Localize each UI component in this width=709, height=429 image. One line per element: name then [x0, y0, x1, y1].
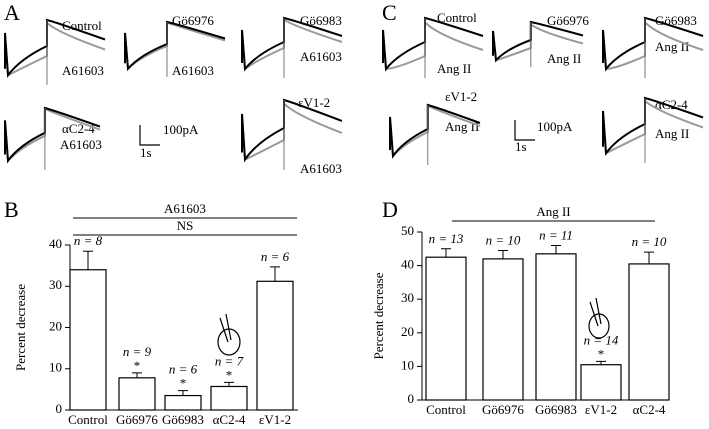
n-label: n = 10	[486, 232, 521, 247]
trace-agonist: Ang II	[655, 126, 689, 141]
trace-agonist: A61603	[60, 137, 102, 152]
current-trace	[124, 21, 226, 71]
significance: *	[134, 358, 141, 373]
scale-time: 1s	[140, 145, 152, 160]
bar	[164, 394, 202, 411]
bar	[628, 263, 670, 401]
bracket-label: NS	[177, 218, 194, 233]
x-tick-label: αC2-4	[633, 402, 666, 417]
y-tick-label: 0	[408, 391, 415, 406]
x-tick-label: Gö6983	[535, 402, 577, 417]
trace-drug: εV1-2	[298, 95, 330, 110]
error-bar	[498, 249, 508, 259]
bracket-label: A61603	[164, 201, 206, 216]
n-label: n = 6	[261, 249, 290, 264]
trace-drug: Gö6983	[300, 13, 342, 28]
error-bar	[441, 248, 451, 258]
x-tick-label: αC2-4	[213, 412, 246, 427]
y-tick-label: 30	[401, 290, 414, 305]
n-label: n = 13	[429, 231, 464, 246]
trace-drug: αC2-4	[655, 97, 688, 112]
y-tick-label: 40	[49, 236, 62, 251]
error-bar	[596, 360, 606, 365]
trace-drug: Control	[62, 18, 102, 33]
bar	[69, 269, 107, 411]
y-axis-label: Percent decrease	[13, 284, 28, 371]
error-bar	[644, 251, 654, 264]
significance: *	[180, 376, 187, 391]
bracket-label: Ang II	[536, 204, 570, 219]
n-label: n = 7	[215, 353, 244, 368]
y-tick-label: 20	[49, 318, 62, 333]
scale-current: 100pA	[163, 122, 199, 137]
trace-drug: εV1-2	[445, 89, 477, 104]
panel-label: B	[4, 197, 19, 222]
y-tick-label: 10	[49, 360, 62, 375]
panel-label: C	[382, 0, 397, 25]
trace-agonist: Ang II	[437, 61, 471, 76]
current-trace	[124, 20, 226, 72]
trace-agonist: Ang II	[547, 51, 581, 66]
bar	[535, 253, 577, 401]
y-tick-label: 30	[49, 277, 62, 292]
trace-drug: Gö6983	[655, 13, 697, 28]
trace-agonist: A61603	[300, 161, 342, 176]
panel-label: D	[382, 197, 398, 222]
trace-drug: Gö6976	[547, 13, 589, 28]
y-tick-label: 50	[401, 223, 414, 238]
x-tick-label: Control	[68, 412, 108, 427]
bar	[580, 364, 622, 401]
scale-current: 100pA	[537, 119, 573, 134]
x-tick-label: Gö6983	[162, 412, 204, 427]
trace-agonist: A61603	[62, 63, 104, 78]
trace-drug: Control	[437, 10, 477, 25]
bar	[210, 385, 248, 411]
current-trace	[241, 101, 343, 162]
panel-label: A	[4, 0, 20, 25]
trace-agonist: A61603	[172, 63, 214, 78]
error-bar	[224, 381, 234, 387]
n-label: n = 9	[123, 344, 152, 359]
n-label: n = 10	[632, 234, 667, 249]
y-tick-label: 10	[401, 357, 414, 372]
error-bar	[178, 390, 188, 396]
n-label: n = 8	[74, 233, 103, 248]
x-tick-label: Gö6976	[116, 412, 158, 427]
n-label: n = 11	[539, 227, 573, 242]
error-bar	[270, 266, 280, 282]
error-bar	[83, 250, 93, 270]
error-bar	[551, 244, 561, 254]
n-label: n = 14	[584, 332, 619, 347]
current-trace	[602, 19, 704, 71]
bar	[118, 377, 156, 411]
bar	[482, 258, 524, 401]
error-bar	[132, 372, 142, 378]
x-tick-label: εV1-2	[585, 402, 617, 417]
y-axis-label: Percent decrease	[371, 272, 386, 359]
y-tick-label: 20	[401, 324, 414, 339]
n-label: n = 6	[169, 362, 198, 377]
trace-agonist: A61603	[300, 49, 342, 64]
significance: *	[598, 346, 605, 361]
scale-bar	[514, 120, 535, 141]
trace-agonist: Ang II	[655, 39, 689, 54]
significance: *	[226, 367, 233, 382]
bar	[256, 280, 294, 411]
y-tick-label: 0	[56, 401, 63, 416]
x-tick-label: Gö6976	[482, 402, 524, 417]
y-tick-label: 40	[401, 257, 414, 272]
scale-time: 1s	[515, 139, 527, 154]
x-tick-label: εV1-2	[259, 412, 291, 427]
x-tick-label: Control	[426, 402, 466, 417]
bar	[425, 256, 467, 401]
trace-drug: Gö6976	[172, 13, 214, 28]
scale-bar	[139, 125, 160, 146]
